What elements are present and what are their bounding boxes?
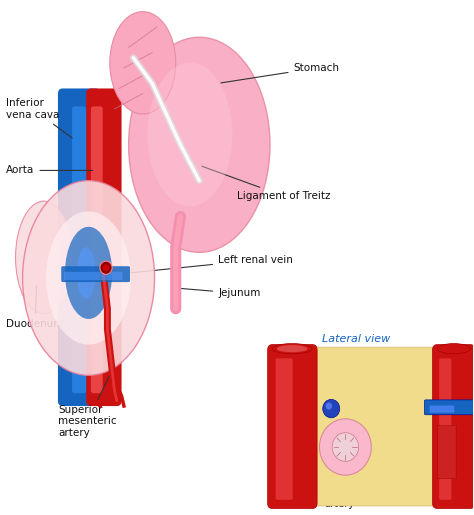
FancyBboxPatch shape <box>61 266 130 282</box>
FancyBboxPatch shape <box>58 89 100 406</box>
Ellipse shape <box>23 181 155 375</box>
FancyBboxPatch shape <box>438 425 456 479</box>
FancyBboxPatch shape <box>91 107 103 393</box>
Text: Ligament of Treitz: Ligament of Treitz <box>202 166 330 201</box>
Ellipse shape <box>65 227 112 319</box>
FancyBboxPatch shape <box>433 345 474 508</box>
Ellipse shape <box>16 201 72 314</box>
Text: Stomach: Stomach <box>221 63 339 83</box>
FancyBboxPatch shape <box>270 350 468 503</box>
Text: Left renal vein: Left renal vein <box>324 388 437 408</box>
Text: Lateral view: Lateral view <box>322 334 390 344</box>
Text: Inferior
vena cava: Inferior vena cava <box>6 98 72 138</box>
Ellipse shape <box>46 211 131 345</box>
FancyBboxPatch shape <box>72 107 86 393</box>
FancyBboxPatch shape <box>439 358 451 500</box>
Ellipse shape <box>77 247 96 299</box>
Ellipse shape <box>110 12 176 114</box>
Ellipse shape <box>277 345 308 352</box>
Text: Aorta: Aorta <box>295 355 351 365</box>
Circle shape <box>323 400 340 418</box>
Text: Aorta: Aorta <box>6 165 93 176</box>
Text: Superior
mesenteric
artery: Superior mesenteric artery <box>58 373 117 438</box>
Circle shape <box>332 433 358 461</box>
Ellipse shape <box>147 63 232 207</box>
Ellipse shape <box>128 37 270 252</box>
Circle shape <box>100 261 112 274</box>
FancyBboxPatch shape <box>64 272 122 280</box>
FancyBboxPatch shape <box>310 347 439 506</box>
Text: Duodenum: Duodenum <box>6 286 64 329</box>
Circle shape <box>103 264 109 271</box>
Circle shape <box>326 402 332 409</box>
Text: Superior
mesenteric
artery: Superior mesenteric artery <box>324 419 380 509</box>
FancyBboxPatch shape <box>430 405 454 413</box>
FancyBboxPatch shape <box>425 400 474 415</box>
Ellipse shape <box>272 344 312 354</box>
Text: Jejunum: Jejunum <box>181 288 261 298</box>
Text: Duodenum: Duodenum <box>324 424 379 445</box>
Text: Fat pad: Fat pad <box>324 460 361 470</box>
Circle shape <box>319 419 371 475</box>
FancyBboxPatch shape <box>276 358 292 500</box>
Ellipse shape <box>438 344 470 354</box>
FancyBboxPatch shape <box>268 345 317 508</box>
FancyBboxPatch shape <box>86 89 121 406</box>
Text: Left renal vein: Left renal vein <box>108 255 293 275</box>
